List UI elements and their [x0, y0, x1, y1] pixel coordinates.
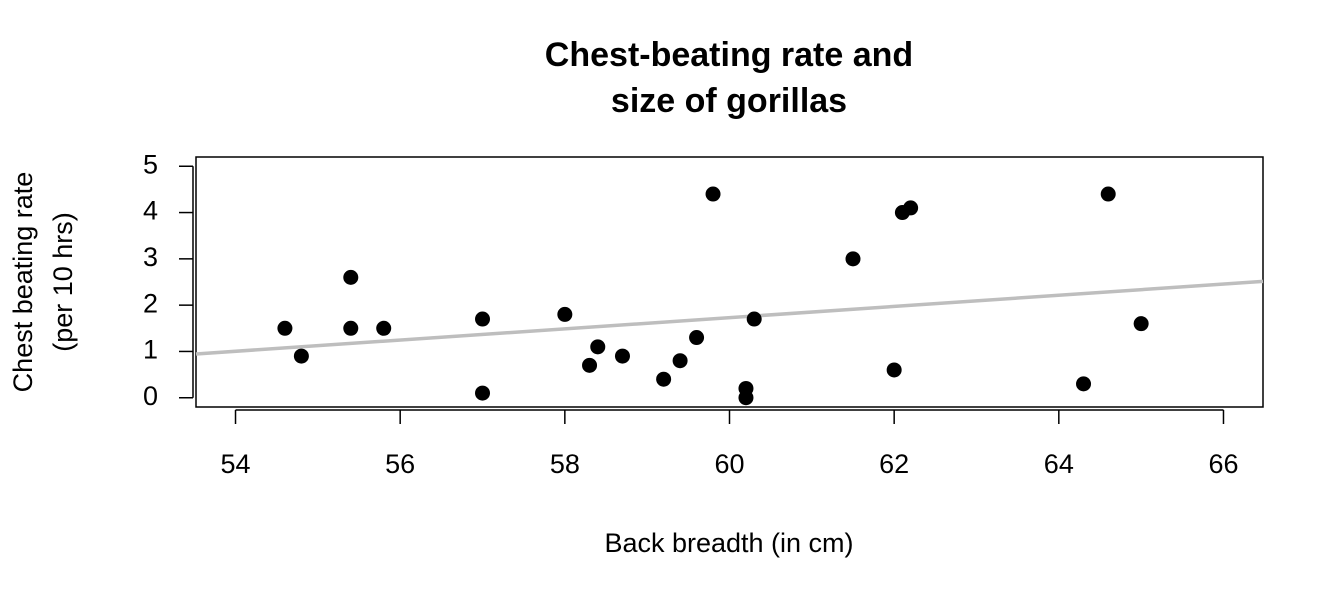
point: [1076, 376, 1092, 392]
y-tick-label: 2: [143, 288, 158, 318]
chart-title: size of gorillas: [611, 82, 847, 120]
point: [557, 306, 573, 322]
point: [475, 311, 491, 327]
x-tick-label: 62: [879, 449, 909, 479]
x-tick-label: 58: [550, 449, 580, 479]
x-tick-label: 64: [1044, 449, 1074, 479]
point: [903, 200, 919, 216]
point: [1133, 316, 1149, 332]
x-tick-label: 66: [1208, 449, 1238, 479]
y-tick-label: 1: [143, 335, 158, 365]
point: [886, 362, 902, 378]
point: [475, 385, 491, 401]
point: [343, 269, 359, 285]
point: [656, 371, 672, 387]
point: [746, 311, 762, 327]
point: [705, 186, 721, 202]
chart-title: Chest-beating rate and: [545, 36, 913, 74]
x-tick-label: 60: [714, 449, 744, 479]
point: [1100, 186, 1116, 202]
y-axis-label: (per 10 hrs): [48, 212, 78, 352]
point: [293, 348, 309, 364]
fit-line: [195, 279, 1264, 356]
point: [614, 348, 630, 364]
point: [376, 320, 392, 336]
point: [590, 339, 606, 355]
point: [343, 320, 359, 336]
point: [277, 320, 293, 336]
point: [689, 330, 705, 346]
point: [672, 353, 688, 369]
y-tick-label: 0: [143, 381, 158, 411]
x-axis-label: Back breadth (in cm): [604, 528, 853, 558]
point: [738, 390, 754, 406]
y-tick-label: 3: [143, 242, 158, 272]
y-tick-label: 5: [143, 149, 158, 179]
y-axis-label: Chest beating rate: [8, 172, 38, 393]
x-tick-label: 56: [385, 449, 415, 479]
x-tick-label: 54: [220, 449, 250, 479]
point: [582, 357, 598, 373]
point: [845, 251, 861, 267]
y-tick-label: 4: [143, 196, 158, 226]
